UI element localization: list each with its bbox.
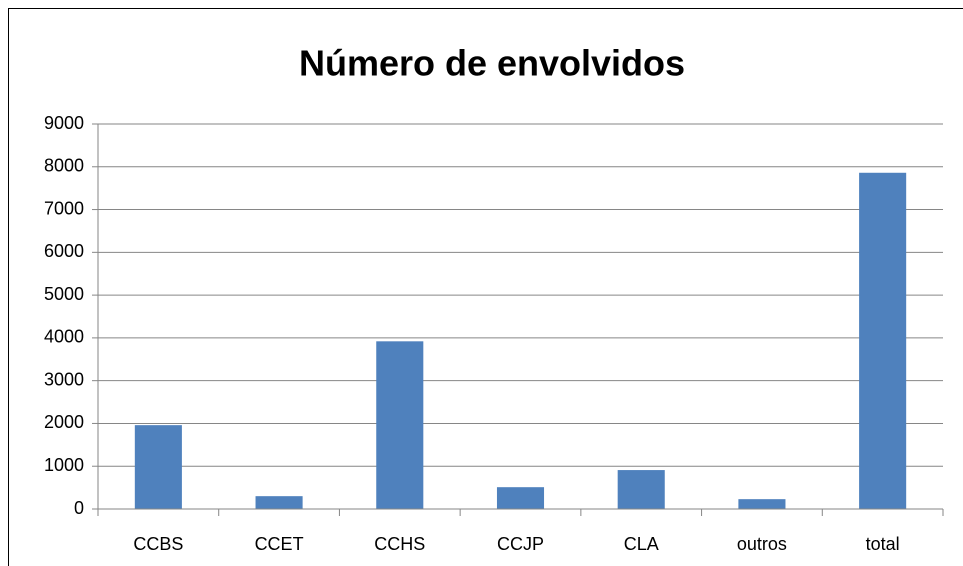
x-tick-label: CLA (624, 534, 659, 554)
y-tick-label: 8000 (44, 156, 84, 176)
x-tick-label: CCET (255, 534, 304, 554)
x-tick-label: CCBS (133, 534, 183, 554)
y-tick-label: 6000 (44, 241, 84, 261)
y-tick-label: 2000 (44, 412, 84, 432)
x-tick-label: total (866, 534, 900, 554)
x-tick-label: CCHS (374, 534, 425, 554)
bar (134, 425, 182, 509)
x-tick-label: outros (737, 534, 787, 554)
y-tick-label: 3000 (44, 369, 84, 389)
bar (255, 496, 303, 509)
bar (376, 341, 424, 509)
y-tick-label: 1000 (44, 455, 84, 475)
bar (738, 499, 786, 509)
chart-title: Número de envolvidos (299, 43, 685, 84)
x-tick-label: CCJP (497, 534, 544, 554)
y-tick-label: 0 (74, 498, 84, 518)
y-tick-label: 9000 (44, 113, 84, 133)
y-tick-label: 5000 (44, 284, 84, 304)
bar (617, 470, 665, 509)
bar (496, 487, 545, 509)
y-tick-label: 4000 (44, 327, 84, 347)
y-tick-label: 7000 (44, 198, 84, 218)
bar (859, 172, 907, 509)
